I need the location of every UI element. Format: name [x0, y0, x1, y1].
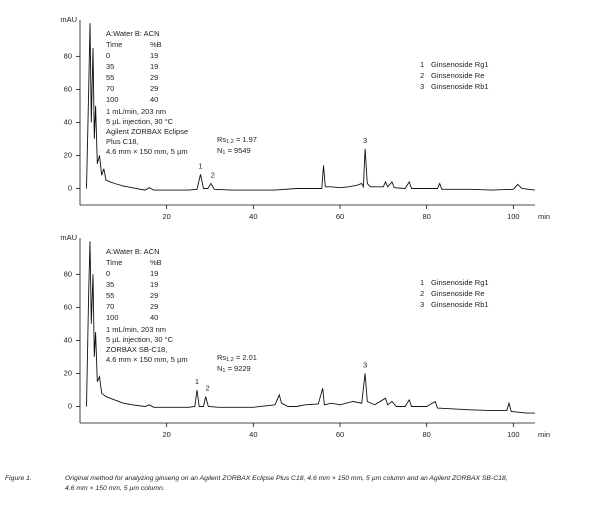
x-tick-label: 60 [336, 212, 344, 221]
gradient-cell: 19 [150, 51, 158, 60]
gradient-cell: 29 [150, 302, 158, 311]
statistic-value: = 9549 [225, 146, 250, 155]
legend-number: 3 [420, 82, 424, 91]
y-tick-label: 60 [64, 302, 72, 311]
statistic-subscript: 1,2 [226, 357, 234, 363]
condition: 5 µL injection, 30 °C [106, 117, 174, 126]
statistic-label: N [217, 146, 222, 155]
gradient-cell: 0 [106, 269, 110, 278]
chromatogram-line [86, 241, 535, 414]
peak-label: 1 [195, 377, 199, 386]
y-tick-label: 60 [64, 84, 72, 93]
gradient-cell: 19 [150, 280, 158, 289]
condition: Agilent ZORBAX Eclipse [106, 127, 188, 136]
gradient-header: %B [150, 258, 162, 267]
statistic-label: Rs [217, 353, 226, 362]
statistic-value: = 9229 [225, 364, 250, 373]
statistic-subscript: 1 [222, 150, 225, 156]
statistic: Rs1,2 = 2.01 [217, 353, 257, 363]
y-tick-label: 40 [64, 335, 72, 344]
y-axis-label: mAU [60, 15, 77, 24]
statistic-value: = 2.01 [234, 353, 257, 362]
peak-label: 2 [211, 171, 215, 180]
peak-label: 3 [363, 360, 367, 369]
legend-name: Ginsenoside Rg1 [431, 278, 489, 287]
condition: 1 mL/min, 203 nm [106, 107, 166, 116]
gradient-cell: 40 [150, 313, 158, 322]
y-tick-label: 20 [64, 368, 72, 377]
legend-number: 2 [420, 289, 424, 298]
gradient-cell: 55 [106, 73, 114, 82]
condition: 4.6 mm × 150 mm, 5 µm [106, 355, 188, 364]
peak-label: 3 [363, 136, 367, 145]
gradient-cell: 19 [150, 269, 158, 278]
statistic-value: = 1.97 [234, 135, 257, 144]
statistic-subscript: 1,2 [226, 139, 234, 145]
x-tick-label: 60 [336, 430, 344, 439]
legend-number: 2 [420, 71, 424, 80]
gradient-header: Time [106, 258, 122, 267]
legend-number: 3 [420, 300, 424, 309]
mobile-phase: A:Water B: ACN [106, 247, 160, 256]
x-axis-label: min [538, 212, 550, 221]
statistic: Rs1,2 = 1.97 [217, 135, 257, 145]
legend-name: Ginsenoside Rb1 [431, 300, 489, 309]
y-tick-label: 80 [64, 269, 72, 278]
gradient-header: Time [106, 40, 122, 49]
statistic-subscript: 1 [222, 368, 225, 374]
caption-label: Figure 1. [5, 475, 32, 482]
y-tick-label: 0 [68, 183, 72, 192]
caption-text: 4.6 mm × 150 mm, 5 µm column. [65, 485, 165, 492]
legend-name: Ginsenoside Rb1 [431, 82, 489, 91]
gradient-cell: 40 [150, 95, 158, 104]
gradient-cell: 55 [106, 291, 114, 300]
gradient-cell: 19 [150, 62, 158, 71]
legend-name: Ginsenoside Re [431, 289, 484, 298]
condition: 5 µL injection, 30 °C [106, 335, 174, 344]
x-tick-label: 80 [422, 212, 430, 221]
y-axis-label: mAU [60, 233, 77, 242]
caption-text: Original method for analyzing ginseng on… [65, 475, 508, 482]
x-tick-label: 40 [249, 212, 257, 221]
peak-label: 2 [206, 384, 210, 393]
x-tick-label: 80 [422, 430, 430, 439]
statistic-label: N [217, 364, 222, 373]
gradient-cell: 35 [106, 280, 114, 289]
gradient-cell: 35 [106, 62, 114, 71]
x-tick-label: 20 [162, 430, 170, 439]
x-tick-label: 20 [162, 212, 170, 221]
y-tick-label: 40 [64, 117, 72, 126]
y-tick-label: 20 [64, 150, 72, 159]
gradient-cell: 29 [150, 73, 158, 82]
gradient-cell: 0 [106, 51, 110, 60]
peak-label: 1 [198, 161, 202, 170]
gradient-cell: 29 [150, 291, 158, 300]
statistic: N1 = 9229 [217, 364, 251, 374]
x-tick-label: 40 [249, 430, 257, 439]
condition: 4.6 mm × 150 mm, 5 µm [106, 147, 188, 156]
x-tick-label: 100 [507, 430, 520, 439]
condition: ZORBAX SB-C18, [106, 345, 167, 354]
y-tick-label: 80 [64, 51, 72, 60]
statistic-label: Rs [217, 135, 226, 144]
y-tick-label: 0 [68, 401, 72, 410]
gradient-cell: 100 [106, 95, 119, 104]
legend-number: 1 [420, 60, 424, 69]
gradient-cell: 70 [106, 302, 114, 311]
chromatogram-line [86, 23, 536, 191]
condition: Plus C18, [106, 137, 139, 146]
legend-name: Ginsenoside Re [431, 71, 484, 80]
legend-name: Ginsenoside Rg1 [431, 60, 489, 69]
x-tick-label: 100 [507, 212, 520, 221]
gradient-cell: 100 [106, 313, 119, 322]
condition: 1 mL/min, 203 nm [106, 325, 166, 334]
x-axis-label: min [538, 430, 550, 439]
legend-number: 1 [420, 278, 424, 287]
gradient-cell: 70 [106, 84, 114, 93]
gradient-cell: 29 [150, 84, 158, 93]
statistic: N1 = 9549 [217, 146, 251, 156]
mobile-phase: A:Water B: ACN [106, 29, 160, 38]
gradient-header: %B [150, 40, 162, 49]
